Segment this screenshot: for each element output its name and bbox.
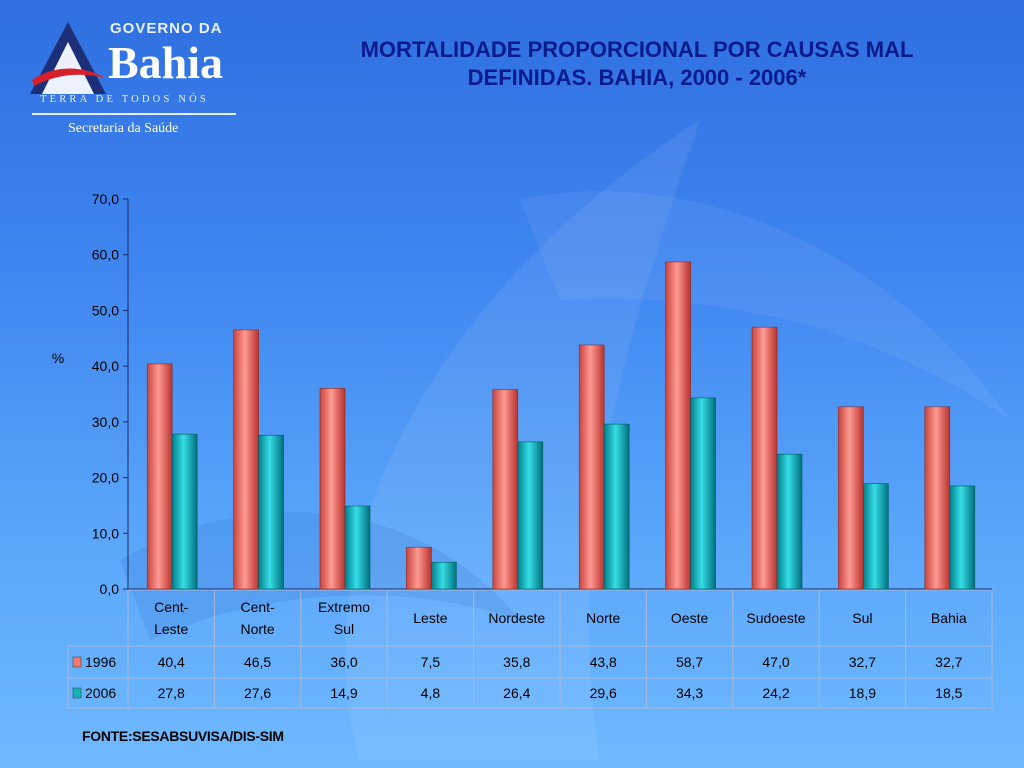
bar-1996-oeste (665, 261, 691, 590)
source-note: FONTE:SESABSUVISA/DIS-SIM (82, 728, 284, 744)
bar-1996-nordeste (492, 389, 519, 590)
data-label: 18,5 (935, 685, 962, 701)
data-label: 47,0 (762, 654, 789, 670)
bar-2006-oeste (690, 397, 716, 590)
data-label: 34,3 (676, 685, 703, 701)
y-axis-label: % (52, 350, 64, 366)
data-label: 40,4 (158, 654, 185, 670)
logo-top-text: GOVERNO DA (110, 20, 223, 37)
logo-divider (32, 113, 236, 115)
bar-1996-bahia (924, 406, 951, 590)
x-tick-label: Cent- (240, 599, 275, 615)
x-tick-label: Extremo (318, 599, 370, 615)
page-title: MORTALIDADE PROPORCIONAL POR CAUSAS MAL … (262, 36, 1012, 92)
legend-label-2006: 2006 (85, 685, 116, 701)
x-tick-label: Oeste (671, 610, 709, 626)
logo-tagline: TERRA DE TODOS NÓS (40, 94, 209, 105)
x-tick-label: Nordeste (488, 610, 545, 626)
title-line-2: DEFINIDAS. BAHIA, 2000 - 2006* (467, 65, 807, 90)
bar-1996-sudoeste (751, 326, 778, 590)
data-label: 27,6 (244, 685, 271, 701)
bar-2006-cent-leste (171, 433, 198, 590)
data-label: 35,8 (503, 654, 530, 670)
data-label: 26,4 (503, 685, 530, 701)
bar-2006-sudoeste (776, 453, 803, 590)
logo-name: Bahia (108, 37, 224, 88)
data-label: 29,6 (590, 685, 617, 701)
y-tick-label: 20,0 (92, 470, 119, 486)
bar-1996-extremo-sul (319, 388, 346, 590)
data-label: 32,7 (935, 654, 962, 670)
data-label: 43,8 (590, 654, 617, 670)
data-label: 27,8 (158, 685, 185, 701)
bar-2006-nordeste (517, 441, 544, 590)
legend-label-1996: 1996 (85, 654, 116, 670)
x-tick-label: Sudoeste (746, 610, 805, 626)
logo-department: Secretaria da Saúde (68, 121, 179, 136)
x-tick-label: Norte (586, 610, 620, 626)
bar-2006-sul (863, 483, 889, 590)
y-tick-label: 10,0 (92, 525, 119, 541)
bar-1996-sul (838, 406, 864, 590)
data-label: 4,8 (421, 685, 441, 701)
x-tick-label: Leste (154, 621, 188, 637)
bar-1996-norte (578, 344, 605, 590)
data-label: 14,9 (330, 685, 357, 701)
bar-1996-leste (406, 546, 432, 590)
bar-2006-cent-norte (258, 434, 284, 590)
logo-triangle-icon (30, 22, 106, 94)
data-label: 24,2 (762, 685, 789, 701)
x-tick-label: Bahia (931, 610, 967, 626)
y-tick-label: 60,0 (92, 247, 119, 263)
x-tick-label: Sul (852, 610, 872, 626)
bar-2006-norte (603, 423, 630, 590)
legend-swatch-1996 (72, 656, 82, 668)
bar-2006-extremo-sul (344, 505, 371, 590)
bar-2006-bahia (949, 485, 976, 590)
data-label: 46,5 (244, 654, 271, 670)
title-line-1: MORTALIDADE PROPORCIONAL POR CAUSAS MAL (360, 37, 914, 62)
y-tick-label: 40,0 (92, 358, 119, 374)
data-label: 58,7 (676, 654, 703, 670)
y-tick-label: 70,0 (92, 191, 119, 207)
y-tick-label: 0,0 (100, 581, 120, 597)
data-label: 36,0 (330, 654, 357, 670)
bar-1996-cent-leste (146, 363, 173, 590)
data-label: 7,5 (421, 654, 441, 670)
x-tick-label: Norte (240, 621, 274, 637)
x-tick-label: Cent- (154, 599, 189, 615)
data-label: 18,9 (849, 685, 876, 701)
y-tick-label: 50,0 (92, 302, 119, 318)
x-tick-label: Sul (334, 621, 354, 637)
data-label: 32,7 (849, 654, 876, 670)
legend-swatch-2006 (72, 687, 82, 699)
x-tick-label: Leste (413, 610, 447, 626)
bar-2006-leste (431, 561, 457, 590)
y-tick-label: 30,0 (92, 414, 119, 430)
bar-1996-cent-norte (233, 329, 259, 590)
logo: GOVERNO DA Bahia TERRA DE TODOS NÓS Secr… (28, 14, 240, 142)
